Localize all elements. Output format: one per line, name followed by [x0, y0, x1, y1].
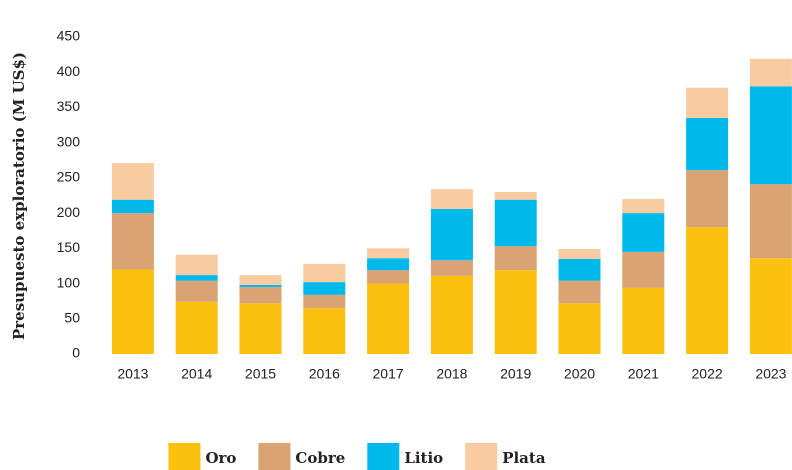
bar-segment	[558, 249, 601, 259]
y-tick-label: 400	[57, 63, 81, 79]
bar-segment	[303, 282, 346, 295]
legend-swatch	[465, 443, 498, 470]
x-tick-label: 2023	[755, 366, 786, 382]
bar-segment	[430, 275, 473, 354]
bar-segment	[175, 280, 218, 302]
bar-segment	[686, 118, 729, 171]
bar-segment	[367, 258, 410, 271]
bar-segment	[686, 227, 729, 354]
bar-segment	[686, 170, 729, 228]
bar-segment	[622, 251, 665, 288]
x-tick-label: 2022	[692, 366, 723, 382]
legend-swatch	[258, 443, 291, 470]
bar-segment	[239, 275, 282, 285]
bar-segment	[111, 269, 154, 354]
bar-segment	[622, 199, 665, 214]
bar-segment	[749, 86, 792, 185]
x-tick-label: 2014	[181, 366, 212, 382]
bar-segment	[239, 303, 282, 354]
bar-segment	[494, 199, 537, 247]
bar-segment	[430, 189, 473, 209]
bar-segment	[175, 275, 218, 281]
y-tick-label: 50	[64, 309, 80, 325]
bar-segment	[111, 213, 154, 270]
y-tick-label: 350	[57, 98, 81, 114]
bar-segment	[239, 284, 282, 288]
legend: Oro Cobre Litio Plata	[168, 443, 546, 470]
bar-segment	[494, 191, 537, 200]
y-tick-label: 200	[57, 204, 81, 220]
x-tick-label: 2013	[117, 366, 148, 382]
legend-label: Cobre	[295, 449, 345, 467]
y-tick-label: 250	[57, 169, 81, 185]
bar-segment	[303, 263, 346, 283]
bar-segment	[239, 287, 282, 304]
bar-segment	[749, 258, 792, 354]
legend-label: Plata	[502, 449, 546, 467]
bar-segment	[494, 246, 537, 271]
y-axis-title: Presupuesto exploratorio (M US$)	[10, 52, 28, 340]
bar-segment	[303, 308, 346, 354]
y-tick-label: 450	[57, 28, 81, 44]
y-tick-label: 300	[57, 133, 81, 149]
bar-segment	[558, 258, 601, 281]
bar-segment	[558, 303, 601, 354]
legend-swatch	[168, 443, 201, 470]
bar-segment	[430, 208, 473, 261]
y-tick-label: 150	[57, 239, 81, 255]
x-tick-label: 2016	[309, 366, 340, 382]
bar-segment	[367, 283, 410, 354]
bar-segment	[494, 270, 537, 354]
x-tick-label: 2015	[245, 366, 276, 382]
x-tick-label: 2021	[628, 366, 659, 382]
bar-segment	[175, 301, 218, 354]
bar-segment	[303, 294, 346, 309]
bar-segment	[749, 184, 792, 259]
bar-segment	[367, 270, 410, 284]
x-tick-label: 2017	[373, 366, 404, 382]
y-tick-label: 0	[72, 345, 80, 361]
legend-label: Oro	[205, 449, 236, 467]
bar-segment	[430, 260, 473, 276]
x-tick-label: 2019	[500, 366, 531, 382]
bar-segment	[558, 280, 601, 304]
x-tick-label: 2020	[564, 366, 595, 382]
bar-segment	[622, 213, 665, 252]
legend-label: Litio	[404, 449, 443, 467]
bar-segment	[367, 248, 410, 259]
bar-segment	[622, 287, 665, 354]
bar-segment	[111, 163, 154, 200]
bar-segment	[686, 87, 729, 119]
x-tick-label: 2018	[436, 366, 467, 382]
bar-segment	[111, 199, 154, 214]
legend-swatch	[367, 443, 400, 470]
bar-segment	[749, 58, 792, 87]
bar-segment	[175, 254, 218, 276]
y-tick-label: 100	[57, 274, 81, 290]
